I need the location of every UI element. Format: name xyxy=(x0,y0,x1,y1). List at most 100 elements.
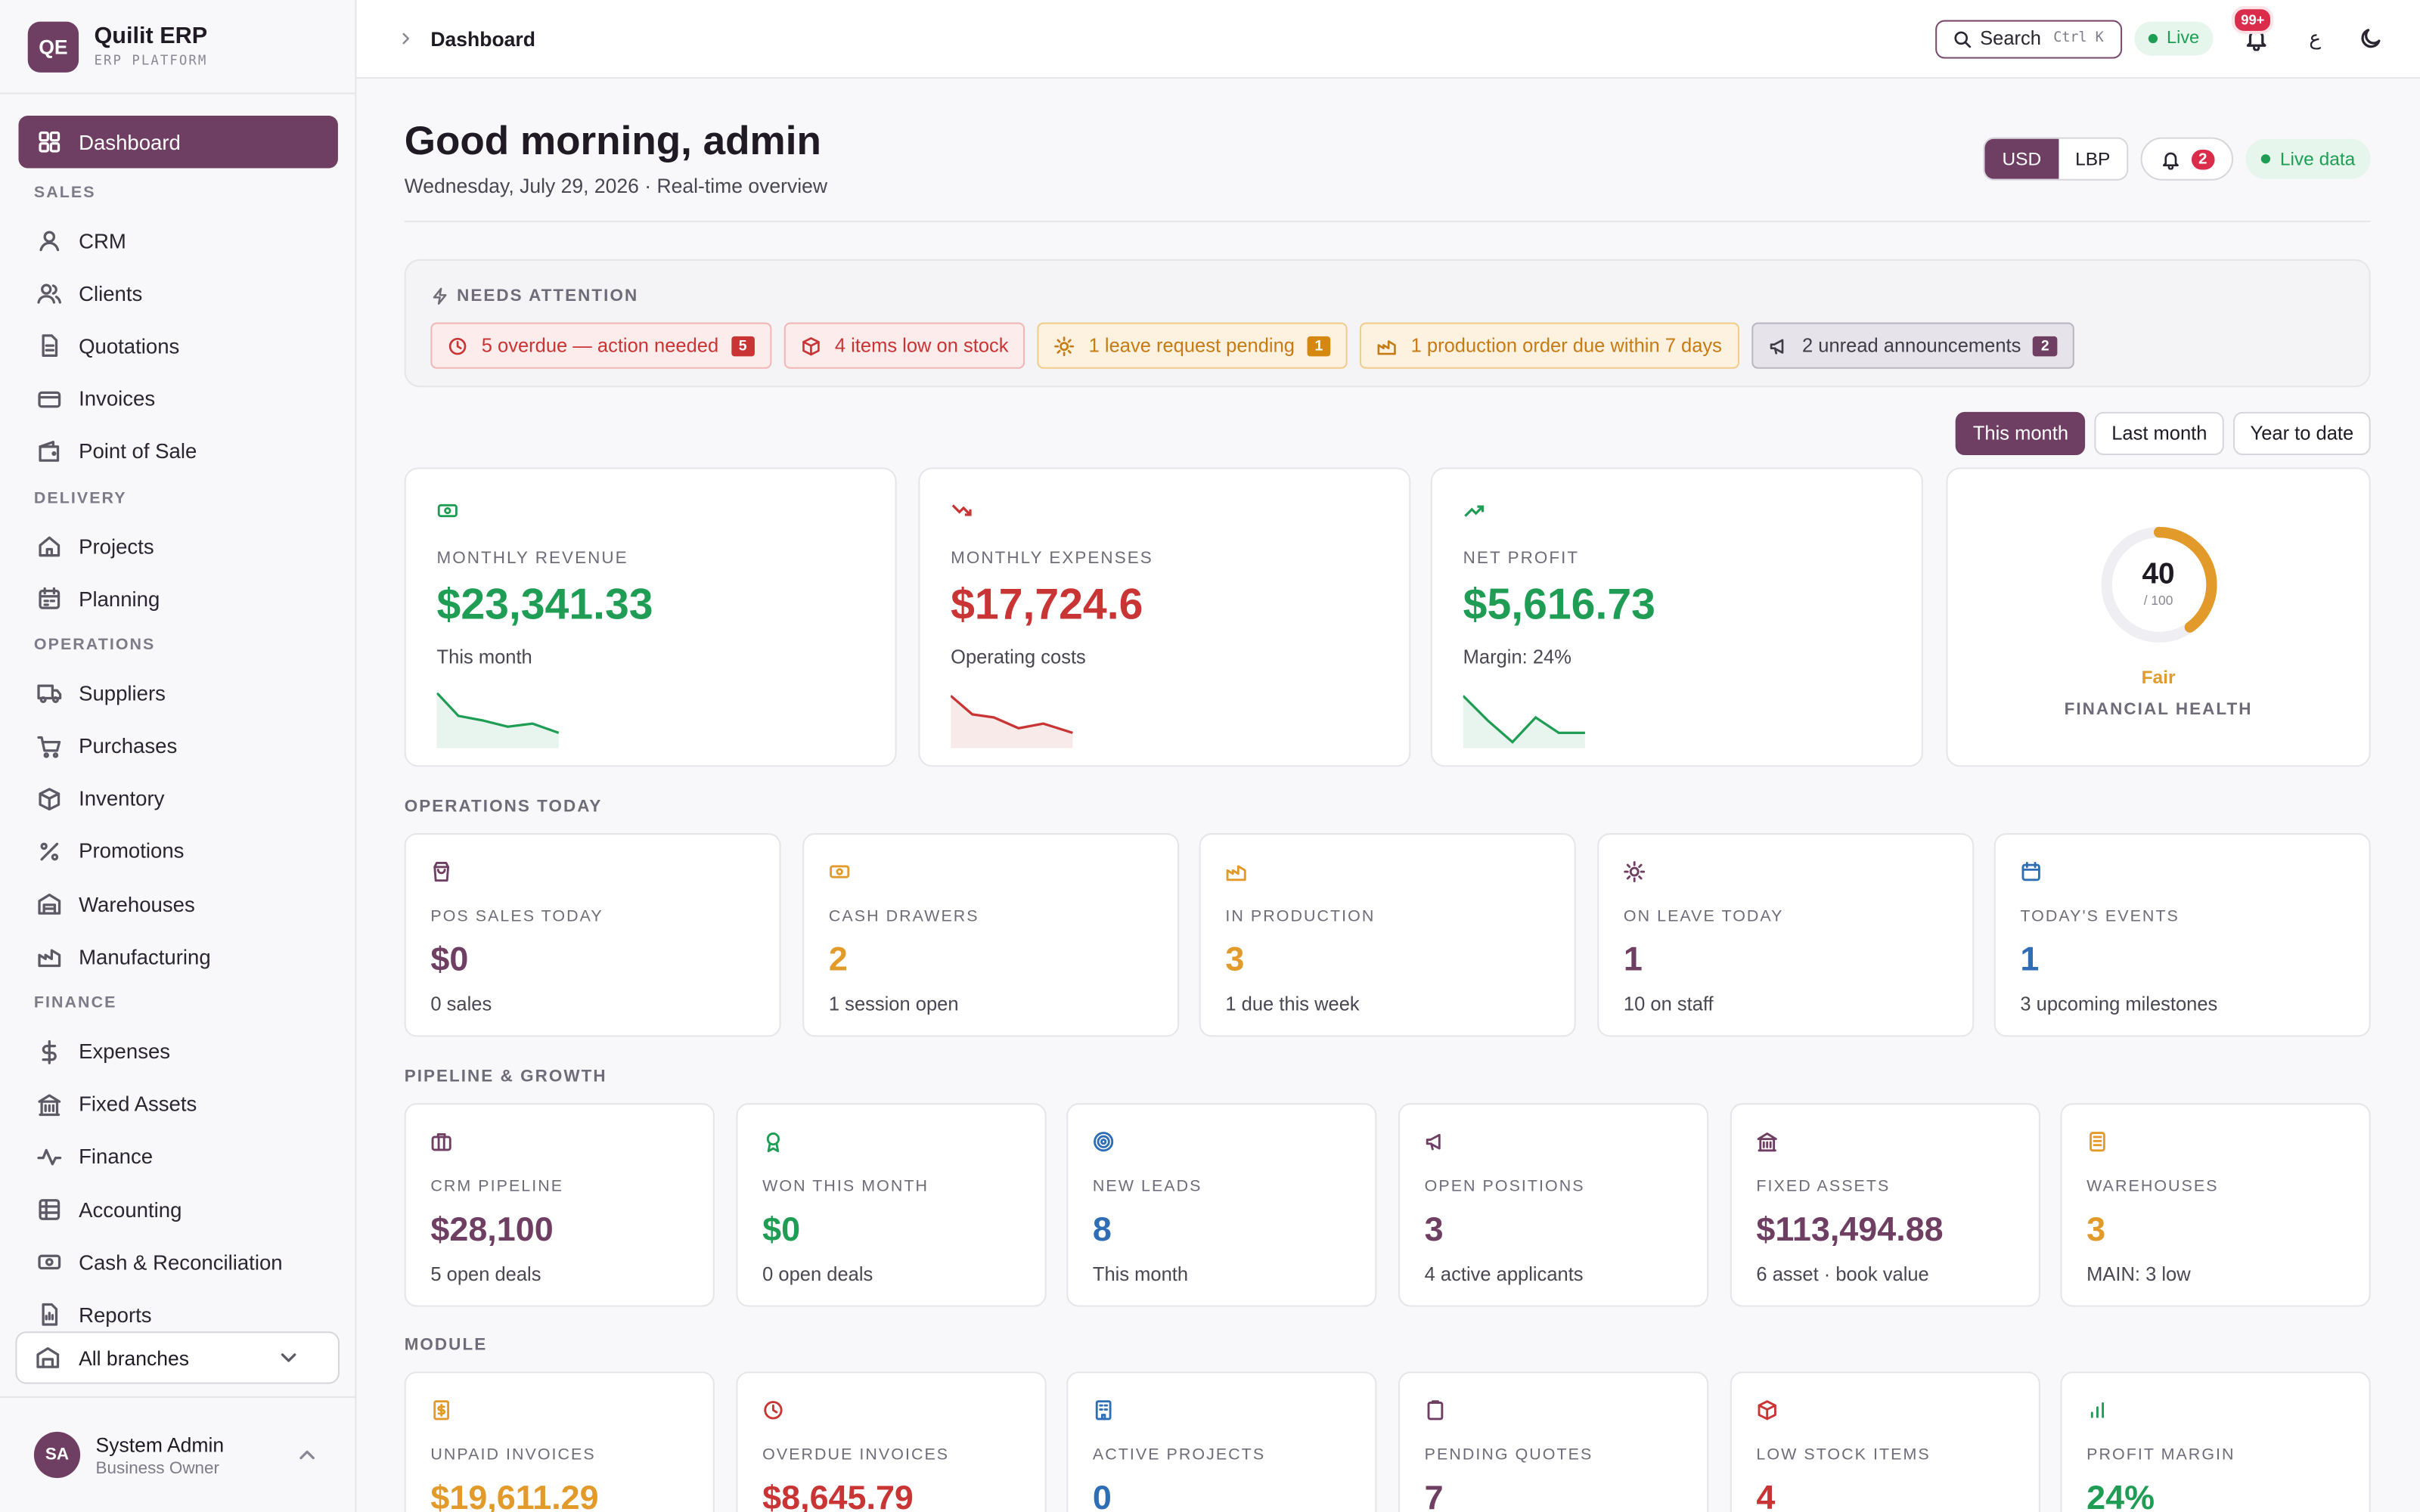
brand-header[interactable]: QE Quilit ERP ERP PLATFORM xyxy=(0,0,355,94)
stat-card-open-positions[interactable]: OPEN POSITIONS 3 4 active applicants xyxy=(1398,1103,1709,1307)
user-menu[interactable]: SA System Admin Business Owner xyxy=(0,1396,357,1512)
financial-health-card[interactable]: 40 / 100 Fair FINANCIAL HEALTH xyxy=(1946,467,2371,767)
section-title-pipeline: PIPELINE & GROWTH xyxy=(404,1067,607,1086)
sidebar-item-dashboard[interactable]: Dashboard xyxy=(18,116,338,169)
sidebar-item-crm[interactable]: CRM xyxy=(18,215,337,268)
user-icon xyxy=(37,228,62,253)
search-button[interactable]: Search Ctrl K xyxy=(1934,19,2122,58)
sidebar-item-warehouses[interactable]: Warehouses xyxy=(18,878,337,931)
expenses-sparkline xyxy=(951,695,1073,748)
stat-value: 2 xyxy=(828,939,848,978)
attention-chip-announcements[interactable]: 2 unread announcements 2 xyxy=(1751,322,2074,369)
attention-chip-production[interactable]: 1 production order due within 7 days xyxy=(1360,322,1739,369)
stat-card-low-stock-items[interactable]: LOW STOCK ITEMS 4 xyxy=(1730,1371,2040,1512)
live-data-label: Live data xyxy=(2279,147,2356,170)
stat-value: $0 xyxy=(430,939,469,978)
sidebar-item-inventory[interactable]: Inventory xyxy=(18,773,337,826)
notifications-button[interactable]: 99+ xyxy=(2231,6,2274,54)
period-this-month-button[interactable]: This month xyxy=(1956,411,2086,456)
kpi-row: MONTHLY REVENUE $23,341.33 This month MO… xyxy=(404,467,2371,767)
alerts-button[interactable]: 2 xyxy=(2141,137,2234,181)
stat-card-pending-quotes[interactable]: PENDING QUOTES 7 xyxy=(1398,1371,1709,1512)
period-ytd-button[interactable]: Year to date xyxy=(2233,411,2371,456)
stat-card-overdue-invoices[interactable]: OVERDUE INVOICES $8,645.79 xyxy=(736,1371,1047,1512)
kpi-subtext: This month xyxy=(436,646,532,668)
section-title-module: MODULE xyxy=(404,1336,488,1355)
stat-card-new-leads[interactable]: NEW LEADS 8 This month xyxy=(1066,1103,1377,1307)
operations-row: POS SALES TODAY $0 0 sales CASH DRAWERS … xyxy=(404,833,2371,1037)
stat-label: FIXED ASSETS xyxy=(1756,1177,1891,1196)
sidebar-item-planning[interactable]: Planning xyxy=(18,572,337,625)
alerts-count-badge: 2 xyxy=(2190,148,2215,169)
currency-lbp-button[interactable]: LBP xyxy=(2075,147,2111,170)
sidebar-item-accounting[interactable]: Accounting xyxy=(18,1183,337,1236)
stat-label: IN PRODUCTION xyxy=(1225,906,1376,926)
moon-icon xyxy=(2358,26,2383,51)
sidebar-item-label: Warehouses xyxy=(79,892,195,916)
stat-card-pos-sales[interactable]: POS SALES TODAY $0 0 sales xyxy=(404,833,781,1037)
sidebar-item-finance[interactable]: Finance xyxy=(18,1131,337,1184)
sidebar-item-invoices[interactable]: Invoices xyxy=(18,373,337,426)
attention-chip-overdue[interactable]: 5 overdue — action needed 5 xyxy=(430,322,772,369)
factory-icon xyxy=(1377,336,1398,356)
stat-card-fixed-assets[interactable]: FIXED ASSETS $113,494.88 6 asset · book … xyxy=(1730,1103,2040,1307)
language-toggle[interactable]: ع xyxy=(2309,26,2322,50)
health-rating: Fair xyxy=(2141,666,2176,689)
attention-chip-leave-request[interactable]: 1 leave request pending 1 xyxy=(1038,322,1348,369)
search-icon xyxy=(1952,29,1972,49)
stat-value: 4 xyxy=(1756,1478,1776,1512)
sidebar-item-label: Quotations xyxy=(79,334,180,358)
stat-subtext: 0 sales xyxy=(430,993,492,1015)
sidebar-item-point-of-sale[interactable]: Point of Sale xyxy=(18,426,337,479)
search-label: Search xyxy=(1980,27,2041,50)
sidebar-item-promotions[interactable]: Promotions xyxy=(18,826,337,878)
stat-card-todays-events[interactable]: TODAY'S EVENTS 1 3 upcoming milestones xyxy=(1993,833,2371,1037)
stat-label: CASH DRAWERS xyxy=(828,906,979,926)
stat-label: PROFIT MARGIN xyxy=(2086,1445,2235,1464)
attention-chip-low-stock[interactable]: 4 items low on stock xyxy=(783,322,1025,369)
sidebar-item-cash-reconciliation[interactable]: Cash & Reconciliation xyxy=(18,1236,337,1289)
stat-card-crm-pipeline[interactable]: CRM PIPELINE $28,100 5 open deals xyxy=(404,1103,715,1307)
stat-card-active-projects[interactable]: ACTIVE PROJECTS 0 xyxy=(1066,1371,1377,1512)
sidebar-item-reports[interactable]: Reports xyxy=(18,1289,337,1342)
kpi-card-revenue[interactable]: MONTHLY REVENUE $23,341.33 This month xyxy=(404,467,897,767)
stat-subtext: 6 asset · book value xyxy=(1756,1263,1929,1285)
stat-value: $19,611.29 xyxy=(430,1478,599,1512)
sidebar-item-manufacturing[interactable]: Manufacturing xyxy=(18,931,337,984)
kpi-card-net-profit[interactable]: NET PROFIT $5,616.73 Margin: 24% xyxy=(1430,467,1923,767)
page-subtitle: Wednesday, July 29, 2026 · Real-time ove… xyxy=(404,174,828,198)
sidebar-item-clients[interactable]: Clients xyxy=(18,267,337,320)
sidebar-item-suppliers[interactable]: Suppliers xyxy=(18,667,337,720)
kpi-card-expenses[interactable]: MONTHLY EXPENSES $17,724.6 Operating cos… xyxy=(918,467,1411,767)
cart-icon xyxy=(37,734,62,759)
sidebar-item-expenses[interactable]: Expenses xyxy=(18,1025,337,1078)
chevron-right-icon[interactable] xyxy=(396,29,414,48)
stat-card-unpaid-invoices[interactable]: UNPAID INVOICES $19,611.29 xyxy=(404,1371,715,1512)
branch-select[interactable]: All branches xyxy=(15,1331,340,1384)
stat-card-in-production[interactable]: IN PRODUCTION 3 1 due this week xyxy=(1199,833,1576,1037)
factory-icon xyxy=(1225,861,1247,883)
stat-card-cash-drawers[interactable]: CASH DRAWERS 2 1 session open xyxy=(802,833,1180,1037)
pipeline-row: CRM PIPELINE $28,100 5 open deals WON TH… xyxy=(404,1103,2371,1307)
currency-usd-button[interactable]: USD xyxy=(1985,138,2059,179)
stat-card-profit-margin[interactable]: PROFIT MARGIN 24% xyxy=(2060,1371,2371,1512)
stat-card-on-leave[interactable]: ON LEAVE TODAY 1 10 on staff xyxy=(1597,833,1975,1037)
sidebar-item-label: Fixed Assets xyxy=(79,1092,197,1116)
sidebar-item-fixed-assets[interactable]: Fixed Assets xyxy=(18,1078,337,1131)
needs-attention-label: NEEDS ATTENTION xyxy=(457,287,639,306)
sidebar-item-purchases[interactable]: Purchases xyxy=(18,720,337,773)
stat-subtext: 10 on staff xyxy=(1623,993,1714,1015)
stat-value: 24% xyxy=(2086,1478,2155,1512)
building-icon xyxy=(36,1346,60,1371)
wallet-icon xyxy=(37,439,62,464)
sidebar-item-projects[interactable]: Projects xyxy=(18,520,337,573)
period-last-month-button[interactable]: Last month xyxy=(2094,411,2224,456)
stat-card-won-this-month[interactable]: WON THIS MONTH $0 0 open deals xyxy=(736,1103,1047,1307)
sidebar-item-quotations[interactable]: Quotations xyxy=(18,320,337,373)
theme-toggle[interactable] xyxy=(2358,26,2383,51)
box-icon xyxy=(37,786,62,811)
avatar: SA xyxy=(33,1431,81,1479)
stat-card-warehouses[interactable]: WAREHOUSES 3 MAIN: 3 low xyxy=(2060,1103,2371,1307)
nav-section-delivery: DELIVERY xyxy=(33,488,127,508)
nav-section-finance: FINANCE xyxy=(33,994,117,1013)
